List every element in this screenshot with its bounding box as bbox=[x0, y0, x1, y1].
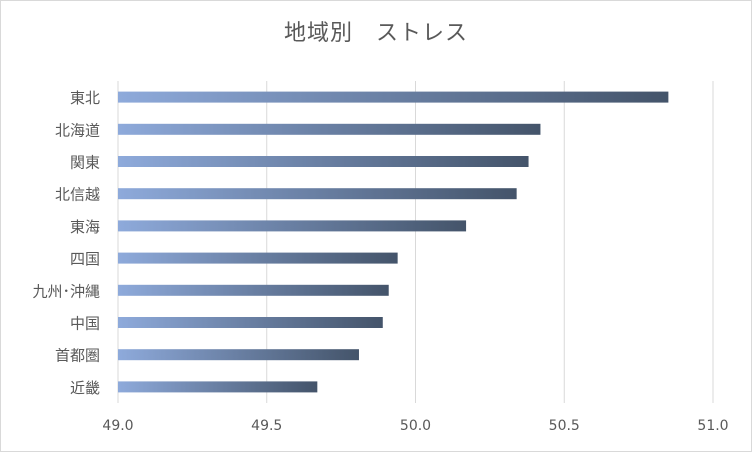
category-label: 中国 bbox=[70, 315, 100, 333]
category-label: 北信越 bbox=[55, 186, 100, 204]
bar bbox=[118, 156, 529, 167]
x-tick-label: 49.0 bbox=[102, 418, 133, 434]
category-label: 九州･沖縄 bbox=[32, 282, 100, 300]
chart-title: 地域別 ストレス bbox=[283, 21, 468, 46]
bar bbox=[118, 349, 359, 361]
category-label: 東海 bbox=[70, 218, 100, 236]
bar bbox=[118, 123, 541, 135]
bar bbox=[118, 381, 318, 393]
category-label: 近畿 bbox=[70, 379, 100, 397]
bar bbox=[118, 317, 383, 328]
x-tick-label: 49.5 bbox=[251, 418, 282, 434]
x-tick-label: 51.0 bbox=[697, 418, 728, 434]
bar bbox=[118, 220, 467, 232]
category-label: 北海道 bbox=[55, 121, 100, 139]
bar bbox=[118, 252, 398, 264]
category-label: 東北 bbox=[70, 89, 100, 107]
bar bbox=[118, 91, 669, 103]
x-tick-label: 50.0 bbox=[400, 418, 431, 434]
x-tick-label: 50.5 bbox=[549, 418, 580, 434]
category-label: 関東 bbox=[70, 154, 100, 172]
bar bbox=[118, 188, 517, 200]
category-label: 四国 bbox=[70, 250, 100, 268]
bar bbox=[118, 284, 389, 296]
category-label: 首都圏 bbox=[55, 347, 100, 365]
